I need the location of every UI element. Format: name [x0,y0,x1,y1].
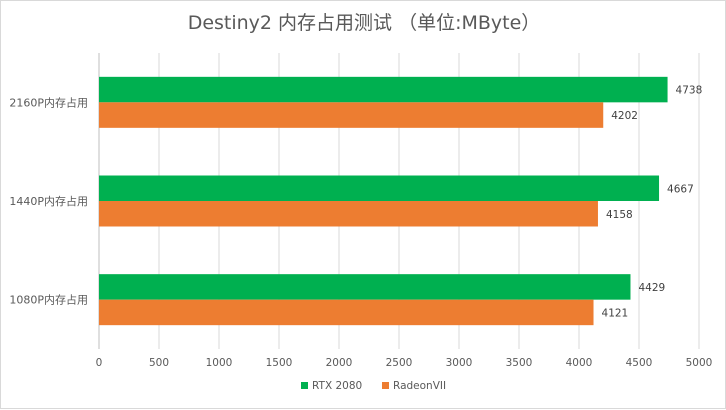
x-tick-label: 2000 [326,357,353,369]
bars [99,76,668,326]
bar-rtx-2080 [99,76,668,103]
x-tick-label: 4000 [566,357,593,369]
x-tick-label: 2500 [386,357,413,369]
data-label: 4202 [611,110,638,122]
x-tick-labels: 0 500 1000 1500 2000 2500 3000 3500 4000 4500 5000 [96,357,713,369]
x-tick-label: 3500 [506,357,533,369]
bar-radeonvii [99,102,604,128]
data-label: 4121 [602,307,629,319]
x-tick-label: 3000 [446,357,473,369]
legend-swatch [301,382,308,389]
data-label: 4738 [676,85,703,97]
data-label: 4158 [606,209,633,221]
data-label: 4429 [638,282,665,294]
data-label: 4667 [667,183,694,195]
x-tick-label: 0 [96,357,103,369]
bar-rtx-2080 [99,175,660,201]
legend-label: RadeonVII [393,380,446,392]
legend-swatch [382,382,389,389]
legend-label: RTX 2080 [312,380,362,392]
x-tick-label: 1500 [266,357,293,369]
chart-title: Destiny2 内存占用测试 （单位:MByte） [188,12,541,34]
data-labels: 4738 4202 4667 4158 4429 4121 [602,85,703,320]
category-label: 1440P内存占用 [9,194,88,208]
bar-radeonvii [99,299,594,326]
x-tick-label: 5000 [686,357,713,369]
bar-radeonvii [99,201,598,227]
x-tick-label: 500 [149,357,169,369]
category-label: 1080P内存占用 [9,293,88,307]
legend: RTX 2080 RadeonVII [301,380,446,392]
x-tick-label: 4500 [626,357,653,369]
bar-rtx-2080 [99,274,631,300]
category-label: 2160P内存占用 [9,95,88,109]
category-labels: 2160P内存占用 1440P内存占用 1080P内存占用 [9,95,88,306]
x-tick-label: 1000 [206,357,233,369]
